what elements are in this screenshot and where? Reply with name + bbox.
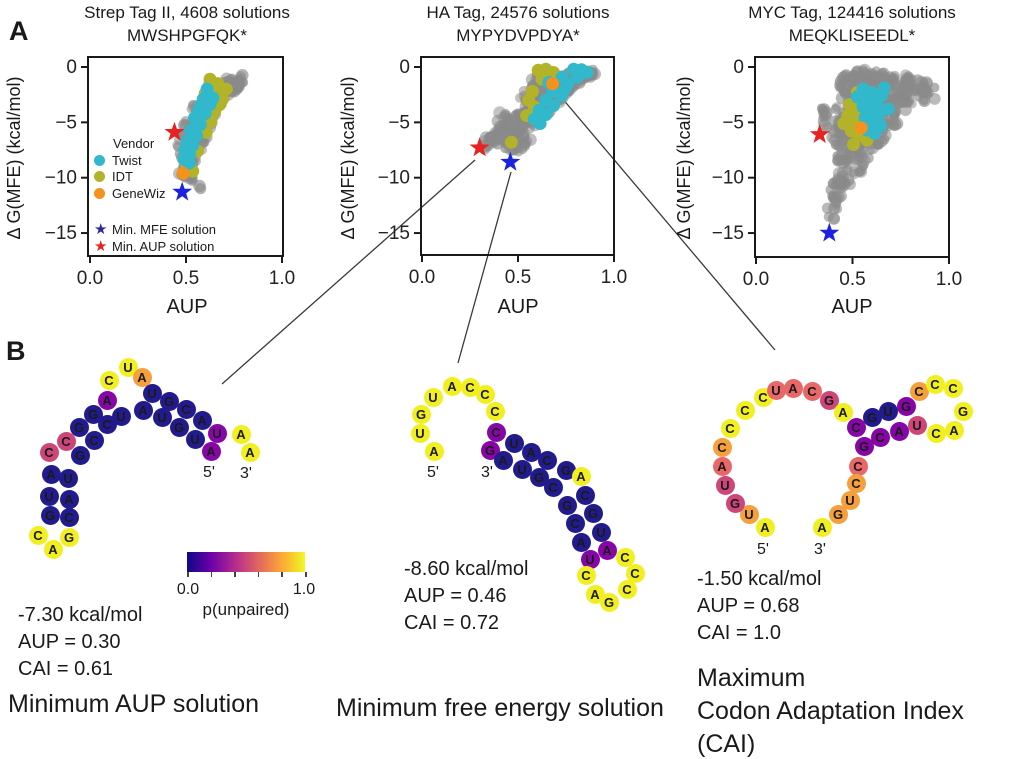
colorbar-min-label: 0.0 bbox=[176, 581, 200, 598]
svg-text:−15: −15 bbox=[45, 223, 77, 244]
svg-text:0.5: 0.5 bbox=[505, 267, 531, 288]
min-mfe-star-icon: ★ bbox=[94, 221, 108, 239]
svg-text:−10: −10 bbox=[712, 168, 744, 189]
plot2-xaxis-label: AUP bbox=[497, 296, 539, 318]
legend-item-genewiz: GeneWiz bbox=[94, 185, 216, 202]
min-aup-star-icon: ★ bbox=[94, 237, 108, 255]
legend-item-label: Min. MFE solution bbox=[112, 222, 217, 238]
svg-text:1.0: 1.0 bbox=[601, 267, 627, 288]
plot1-subtitle: MWSHPGFQK* bbox=[127, 26, 247, 45]
panel-b-label: B bbox=[6, 336, 26, 366]
twist-dot-icon bbox=[94, 154, 105, 166]
cai-value: CAI = 1.0 bbox=[697, 622, 781, 644]
legend-item-label: Min. AUP solution bbox=[112, 238, 215, 254]
plot1-yaxis-label: Δ G(MFE) (kcal/mol) bbox=[4, 76, 24, 240]
max-cai-caption: Maximum Codon Adaptation Index (CAI) sol… bbox=[697, 664, 964, 758]
max-cai-stats: -1.50 kcal/mol AUP = 0.68 CAI = 1.0 bbox=[697, 566, 822, 647]
svg-text:−5: −5 bbox=[722, 112, 744, 133]
cai-value: CAI = 0.72 bbox=[404, 612, 500, 634]
svg-text:−15: −15 bbox=[712, 223, 744, 244]
svg-text:0.0: 0.0 bbox=[77, 268, 103, 289]
aup-value: AUP = 0.46 bbox=[404, 585, 507, 607]
colorbar-tick bbox=[187, 572, 189, 577]
colorbar-title: p(unpaired) bbox=[202, 600, 290, 619]
colorbar-max-label: 1.0 bbox=[292, 581, 316, 598]
plot2-title: HA Tag, 24576 solutions bbox=[426, 3, 610, 22]
genewiz-dot-icon bbox=[94, 187, 105, 199]
panel-a-label: A bbox=[9, 16, 29, 46]
plot2-yaxis-label: Δ G(MFE) (kcal/mol) bbox=[338, 76, 358, 240]
cai-value: CAI = 0.61 bbox=[18, 658, 114, 680]
idt-dot-icon bbox=[94, 171, 105, 183]
svg-text:−10: −10 bbox=[45, 168, 77, 189]
min-mfe-caption: Minimum free energy solution bbox=[336, 694, 664, 722]
legend-header: Vendor bbox=[113, 136, 155, 151]
colorbar-tick bbox=[281, 572, 283, 577]
plot1-title: Strep Tag II, 4608 solutions bbox=[84, 3, 290, 22]
svg-text:0.5: 0.5 bbox=[173, 268, 199, 289]
legend-item-label: GeneWiz bbox=[112, 185, 166, 201]
legend-item-twist: Twist bbox=[94, 152, 216, 169]
svg-text:−5: −5 bbox=[55, 112, 77, 133]
colorbar-tick bbox=[210, 572, 213, 577]
svg-text:0.0: 0.0 bbox=[409, 267, 435, 288]
plot3-xaxis-label: AUP bbox=[831, 296, 873, 318]
p-unpaired-colorbar: 0.0 1.0 p(unpaired) bbox=[177, 552, 315, 619]
svg-text:0: 0 bbox=[66, 57, 77, 78]
plot3-title: MYC Tag, 124416 solutions bbox=[748, 3, 956, 22]
svg-text:−10: −10 bbox=[378, 168, 410, 189]
colorbar-tick bbox=[257, 572, 260, 577]
min-aup-caption: Minimum AUP solution bbox=[8, 690, 260, 718]
svg-text:0: 0 bbox=[733, 57, 744, 78]
legend-item-min-aup: ★ Min. AUP solution bbox=[94, 238, 216, 255]
svg-text:0.0: 0.0 bbox=[743, 269, 769, 290]
energy-value: -7.30 kcal/mol bbox=[18, 604, 143, 626]
aup-value: AUP = 0.30 bbox=[18, 631, 121, 653]
legend-item-min-mfe: ★ Min. MFE solution bbox=[94, 222, 216, 239]
energy-value: -1.50 kcal/mol bbox=[697, 568, 822, 590]
svg-text:1.0: 1.0 bbox=[269, 268, 295, 289]
svg-text:−15: −15 bbox=[378, 223, 410, 244]
legend: Vendor Twist IDT GeneWiz ★ Min. MFE solu… bbox=[94, 135, 216, 255]
colorbar-tick bbox=[305, 572, 307, 577]
plot3-yaxis-label: Δ G(MFE) (kcal/mol) bbox=[674, 76, 694, 240]
energy-value: -8.60 kcal/mol bbox=[404, 558, 529, 580]
plot2-subtitle: MYPYDVPDYA* bbox=[456, 26, 580, 45]
legend-item-label: IDT bbox=[112, 169, 133, 185]
svg-text:0: 0 bbox=[399, 57, 410, 78]
legend-item-idt: IDT bbox=[94, 169, 216, 186]
plot1-xaxis-label: AUP bbox=[166, 296, 208, 318]
min-mfe-stats: -8.60 kcal/mol AUP = 0.46 CAI = 0.72 bbox=[404, 556, 529, 637]
plot3-subtitle: MEQKLISEEDL* bbox=[788, 26, 916, 45]
min-aup-stats: -7.30 kcal/mol AUP = 0.30 CAI = 0.61 bbox=[18, 602, 143, 683]
aup-value: AUP = 0.68 bbox=[697, 595, 800, 617]
colorbar-tick bbox=[234, 572, 236, 577]
svg-text:0.5: 0.5 bbox=[839, 269, 865, 290]
legend-item-label: Twist bbox=[112, 152, 142, 168]
svg-text:−5: −5 bbox=[388, 112, 410, 133]
svg-text:1.0: 1.0 bbox=[936, 269, 962, 290]
